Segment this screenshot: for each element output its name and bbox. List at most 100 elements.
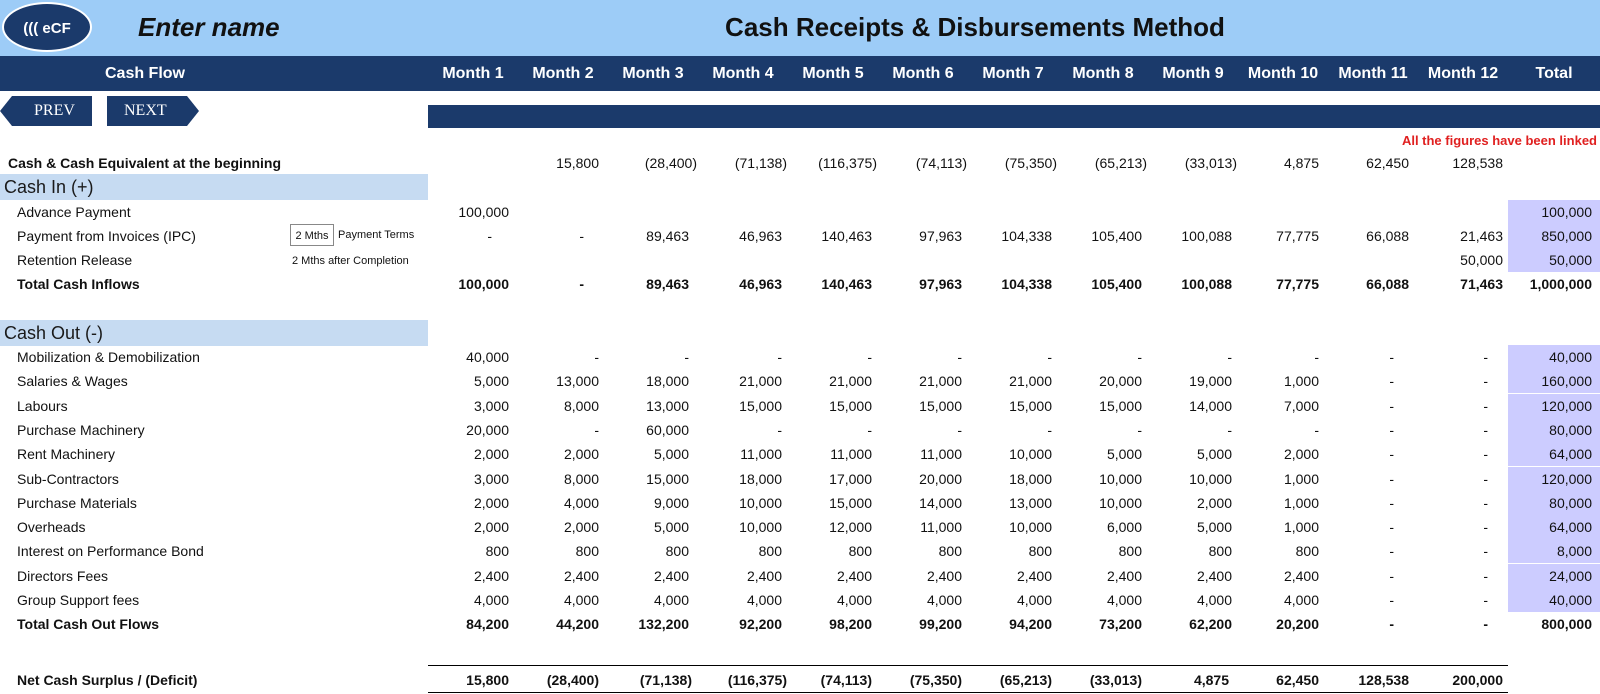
cell-m9: 19,000 bbox=[1189, 373, 1232, 390]
header-month-5: Month 5 bbox=[802, 65, 864, 82]
cell-m4: 92,200 bbox=[739, 616, 782, 632]
row-total: 40,000 bbox=[1508, 588, 1600, 612]
cash-out-row: Purchase Materials 2,000 4,000 9,000 10,000 1… bbox=[0, 490, 1600, 515]
cell-m6: 20,000 bbox=[919, 470, 962, 487]
cash-out-row: Rent Machinery 2,000 2,000 5,000 11,000 11,00… bbox=[0, 442, 1600, 467]
cell-m8: - bbox=[1137, 349, 1142, 365]
cell-m12: 71,463 bbox=[1460, 276, 1503, 292]
cell-m1: - bbox=[487, 228, 492, 244]
cell-m3: 800 bbox=[665, 543, 689, 560]
cell-m11: - bbox=[1389, 592, 1394, 608]
cell-m2: - bbox=[594, 349, 599, 365]
cell-m3: 89,463 bbox=[646, 228, 689, 244]
cell-m7: 800 bbox=[1028, 543, 1052, 560]
cell-m9: 5,000 bbox=[1196, 446, 1232, 463]
column-header-row: Cash Flow Month 1 Month 2 Month 3 Month … bbox=[0, 56, 1600, 91]
cell-m10: 1,000 bbox=[1283, 470, 1319, 487]
cell-m6: - bbox=[957, 349, 962, 365]
cell-m12: 21,463 bbox=[1460, 228, 1503, 244]
cell-m4: - bbox=[777, 421, 782, 438]
cell-m4: 2,400 bbox=[746, 567, 782, 584]
cell-m4: - bbox=[777, 349, 782, 365]
cell-m5: 140,463 bbox=[821, 228, 872, 244]
cell-m6: 11,000 bbox=[920, 446, 962, 463]
prev-button-label: PREV bbox=[34, 102, 75, 119]
row-label: Net Cash Surplus / (Deficit) bbox=[17, 672, 198, 688]
row-label: Group Support fees bbox=[17, 592, 140, 608]
row-total: 850,000 bbox=[1508, 224, 1600, 248]
cell-m11: 128,538 bbox=[1358, 672, 1409, 688]
net-bottom-rule bbox=[428, 692, 1508, 693]
opening-balance-row: Cash & Cash Equivalent at the beginning … bbox=[0, 151, 1600, 175]
cell-m11: - bbox=[1389, 494, 1394, 511]
opening-m9: (33,013) bbox=[1184, 155, 1237, 171]
cash-out-row: Labours 3,000 8,000 13,000 15,000 15,000 15,00… bbox=[0, 393, 1600, 418]
cell-m12: - bbox=[1483, 616, 1488, 632]
opening-m4: (71,138) bbox=[734, 155, 787, 171]
cell-m11: - bbox=[1389, 397, 1394, 414]
row-label: Rent Machinery bbox=[17, 446, 116, 463]
cell-m3: 18,000 bbox=[646, 373, 689, 390]
cell-m8: - bbox=[1137, 421, 1142, 438]
cell-m9: 14,000 bbox=[1189, 397, 1232, 414]
entity-name[interactable]: Enter name bbox=[138, 12, 280, 42]
cell-m12: - bbox=[1483, 494, 1488, 511]
cell-m11: - bbox=[1389, 421, 1394, 438]
cell-m5: 21,000 bbox=[829, 373, 872, 390]
cell-m8: 800 bbox=[1118, 543, 1142, 560]
cell-m2: 13,000 bbox=[556, 373, 599, 390]
cell-m7: 104,338 bbox=[1001, 228, 1052, 244]
cell-m10: - bbox=[1314, 349, 1319, 365]
row-total: 1,000,000 bbox=[1529, 276, 1592, 292]
cell-m9: 10,000 bbox=[1189, 470, 1232, 487]
cell-m8: 5,000 bbox=[1106, 446, 1142, 463]
cell-m3: 2,400 bbox=[653, 567, 689, 584]
cell-m9: 5,000 bbox=[1196, 519, 1232, 536]
prev-button[interactable]: PREV bbox=[0, 96, 92, 126]
cell-m3: 13,000 bbox=[646, 397, 689, 414]
cell-m8: 10,000 bbox=[1099, 494, 1142, 511]
cell-m3: 5,000 bbox=[653, 446, 689, 463]
cell-m2: 2,000 bbox=[563, 446, 599, 463]
cell-m11: 66,088 bbox=[1366, 228, 1409, 244]
cell-m6: 2,400 bbox=[926, 567, 962, 584]
cell-m9: - bbox=[1227, 421, 1232, 438]
next-button[interactable]: NEXT bbox=[107, 96, 199, 126]
cell-m10: 2,000 bbox=[1283, 446, 1319, 463]
row-label: Mobilization & Demobilization bbox=[17, 349, 200, 365]
opening-m12: 128,538 bbox=[1452, 155, 1503, 171]
cell-m12: - bbox=[1483, 397, 1488, 414]
cell-m11: - bbox=[1389, 349, 1394, 365]
cash-out-row: Directors Fees 2,400 2,400 2,400 2,400 2,400 2… bbox=[0, 563, 1600, 588]
cell-m2: 800 bbox=[575, 543, 599, 560]
cell-m10: 4,000 bbox=[1283, 592, 1319, 608]
cell-m5: - bbox=[867, 349, 872, 365]
cash-out-row: Overheads 2,000 2,000 5,000 10,000 12,000 11,0… bbox=[0, 515, 1600, 540]
total-inflows-row: Total Cash Inflows 100,000 - 89,463 46,9… bbox=[0, 272, 1600, 296]
cell-m6: 97,963 bbox=[919, 228, 962, 244]
cell-m5: - bbox=[867, 421, 872, 438]
cell-m7: 4,000 bbox=[1016, 592, 1052, 608]
cash-out-row: Group Support fees 4,000 4,000 4,000 4,000 4,… bbox=[0, 588, 1600, 612]
cell-m7: 21,000 bbox=[1009, 373, 1052, 390]
cell-m12: - bbox=[1483, 519, 1488, 536]
cell-m12: - bbox=[1483, 421, 1488, 438]
payment-terms-input[interactable]: 2 Mths bbox=[290, 224, 334, 246]
row-label: Purchase Machinery bbox=[17, 421, 145, 438]
cell-m1: 2,000 bbox=[473, 494, 509, 511]
cell-m6: 11,000 bbox=[920, 519, 962, 536]
row-total: 40,000 bbox=[1508, 345, 1600, 369]
cell-m7: - bbox=[1047, 421, 1052, 438]
header-month-8: Month 8 bbox=[1072, 65, 1134, 82]
cell-m5: 2,400 bbox=[836, 567, 872, 584]
cell-m12: - bbox=[1483, 592, 1488, 608]
row-label: Advance Payment bbox=[17, 204, 131, 220]
row-total: 80,000 bbox=[1508, 490, 1600, 515]
cell-m9: 4,000 bbox=[1196, 592, 1232, 608]
header-month-10: Month 10 bbox=[1247, 65, 1319, 82]
opening-m7: (75,350) bbox=[1004, 155, 1057, 171]
retention-note: 2 Mths after Completion bbox=[292, 255, 409, 267]
cell-m11: - bbox=[1389, 470, 1394, 487]
opening-m6: (74,113) bbox=[915, 155, 967, 171]
cell-m11: - bbox=[1389, 373, 1394, 390]
